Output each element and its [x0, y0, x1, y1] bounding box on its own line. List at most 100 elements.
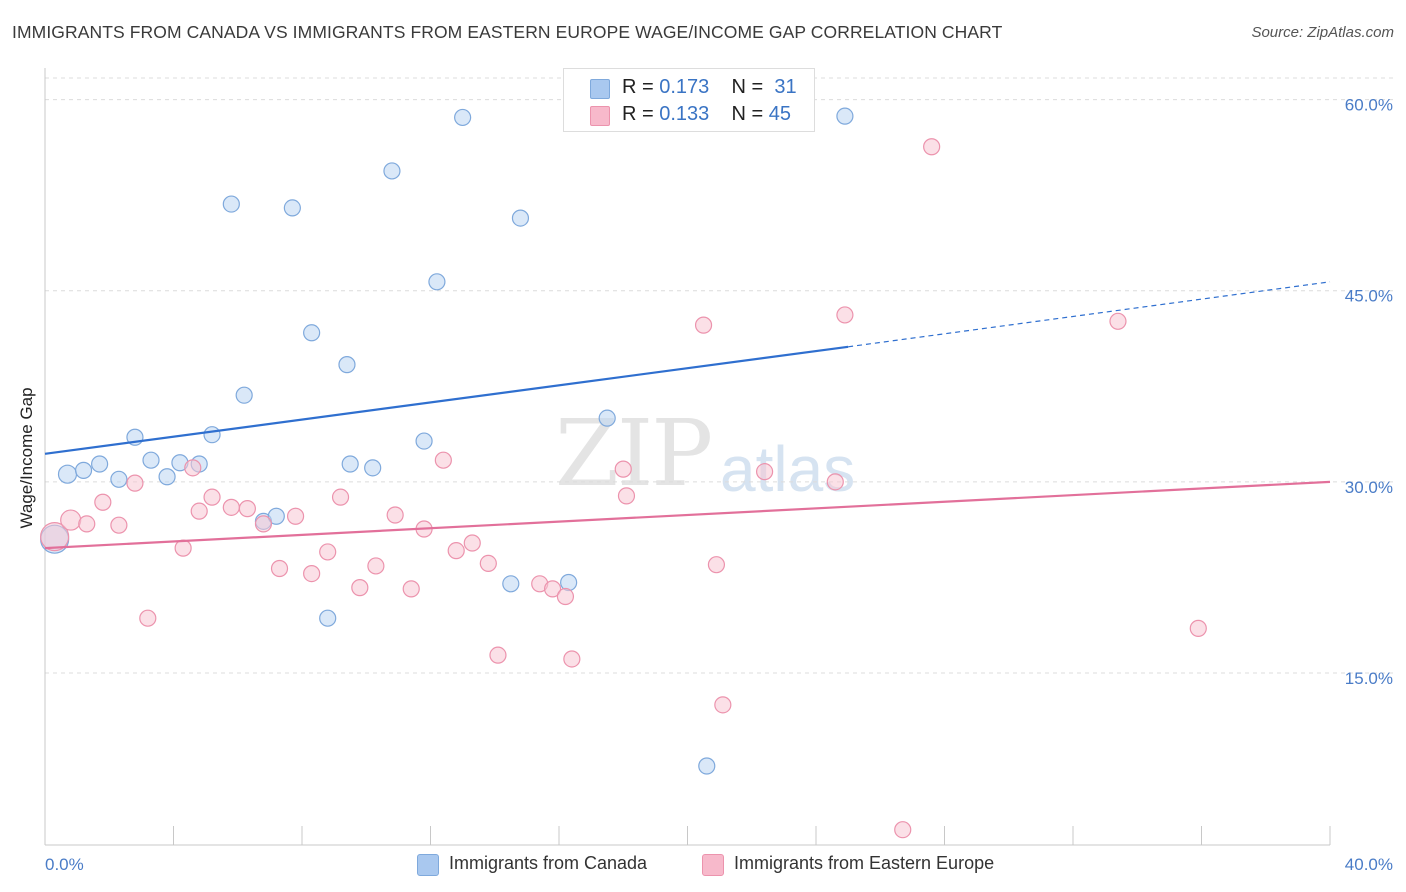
eastern-europe-point [614, 460, 632, 478]
canada-point [415, 432, 433, 450]
canada-trendline [44, 345, 849, 455]
eastern-europe-point [270, 559, 289, 578]
canada-point [836, 107, 854, 125]
n-value: 31 [774, 76, 797, 98]
eastern-europe-point [126, 474, 144, 492]
eastern-europe-point [94, 493, 112, 511]
eastern-europe-point [254, 515, 273, 533]
eastern-europe-point [489, 646, 507, 664]
eastern-europe-point [714, 696, 732, 714]
eastern-europe-point [238, 500, 256, 518]
eastern-europe-point [319, 543, 337, 561]
canada-point [283, 199, 301, 217]
eastern-europe-point [139, 609, 157, 627]
eastern-europe-point [543, 580, 562, 598]
canada-point [57, 464, 78, 484]
eastern-europe-point [617, 487, 636, 505]
canada-point [303, 324, 321, 342]
canada-point [158, 468, 176, 486]
eastern-europe-point [386, 506, 404, 524]
canada-point [383, 162, 401, 180]
eastern-europe-point [556, 587, 575, 606]
r-value: 0.173 [659, 76, 710, 98]
canada-point [222, 195, 240, 213]
chart-title: IMMIGRANTS FROM CANADA VS IMMIGRANTS FRO… [12, 22, 1003, 42]
canada-point [341, 455, 359, 473]
canada-point [598, 409, 616, 427]
eastern-europe-point [894, 821, 912, 839]
canada-point [502, 575, 520, 593]
eastern-europe-point [826, 473, 844, 491]
eastern-europe-point [836, 306, 854, 324]
stats-legend: R = 0.173 N = 31 R = 0.133 N = 45 [563, 68, 815, 132]
canada-point [74, 461, 93, 479]
canada-point [267, 507, 285, 525]
eastern-europe-point [351, 579, 369, 597]
eastern-europe-point [463, 534, 481, 552]
canada-point [142, 451, 160, 469]
canada-point [319, 609, 337, 627]
eastern-europe-point [174, 539, 192, 557]
watermark-zip: ZIP [555, 400, 713, 507]
eastern-europe-point [923, 138, 941, 156]
r-label: R = [622, 103, 660, 125]
canada-point [560, 573, 578, 592]
eastern-europe-point [222, 498, 240, 516]
eastern-europe-point [1189, 619, 1207, 637]
x-tick-label: 0.0% [45, 855, 84, 874]
y-axis-label: Wage/Income Gap [17, 387, 36, 529]
canada-swatch [590, 79, 610, 99]
eastern-europe-swatch [702, 854, 724, 876]
eastern-europe-point [78, 515, 96, 533]
canada-swatch [417, 854, 439, 876]
n-label: N = [731, 103, 769, 125]
eastern-europe-trendline [44, 480, 1331, 550]
eastern-europe-point [331, 488, 350, 506]
eastern-europe-point [40, 522, 70, 552]
canada-trendline-extension [848, 281, 1331, 348]
series-legend: Immigrants from Canada Immigrants from E… [0, 852, 1406, 878]
n-label: N = [731, 76, 769, 98]
eastern-europe-point [203, 488, 221, 506]
eastern-europe-point [434, 451, 452, 469]
eastern-europe-point [190, 502, 208, 520]
eastern-europe-point [755, 463, 774, 481]
n-value: 45 [768, 103, 792, 125]
eastern-europe-point [303, 564, 321, 583]
canada-point [364, 459, 382, 477]
eastern-europe-point [60, 509, 82, 531]
eastern-europe-point [447, 542, 465, 560]
canada-point [235, 386, 253, 404]
canada-point [698, 757, 716, 775]
y-tick-label: 30.0% [1345, 478, 1393, 497]
canada-point [454, 108, 472, 127]
canada-point [110, 470, 128, 488]
r-value: 0.133 [659, 103, 710, 125]
eastern-europe-point [184, 459, 202, 477]
eastern-europe-point [479, 554, 497, 573]
eastern-europe-point [367, 557, 385, 575]
canada-point [428, 273, 446, 291]
eastern-europe-point [563, 650, 581, 668]
canada-point [91, 455, 109, 473]
y-tick-label: 45.0% [1345, 287, 1393, 306]
r-label: R = [622, 76, 660, 98]
legend-label-eastern-europe: Immigrants from Eastern Europe [734, 853, 995, 873]
eastern-europe-point [110, 516, 128, 534]
eastern-europe-point [694, 316, 713, 334]
eastern-europe-point [402, 580, 420, 598]
eastern-europe-point [707, 556, 726, 574]
eastern-europe-swatch [590, 106, 610, 126]
watermark-atlas: atlas [720, 433, 856, 505]
y-tick-label: 15.0% [1345, 669, 1393, 688]
legend-label-canada: Immigrants from Canada [449, 853, 648, 873]
x-tick-label: 40.0% [1345, 855, 1393, 874]
canada-point [203, 426, 221, 444]
canada-point [338, 356, 356, 374]
eastern-europe-point [286, 507, 305, 525]
eastern-europe-point [1109, 312, 1127, 330]
source-label: Source: ZipAtlas.com [1251, 24, 1394, 41]
canada-point [511, 209, 530, 227]
y-tick-label: 60.0% [1345, 96, 1393, 115]
